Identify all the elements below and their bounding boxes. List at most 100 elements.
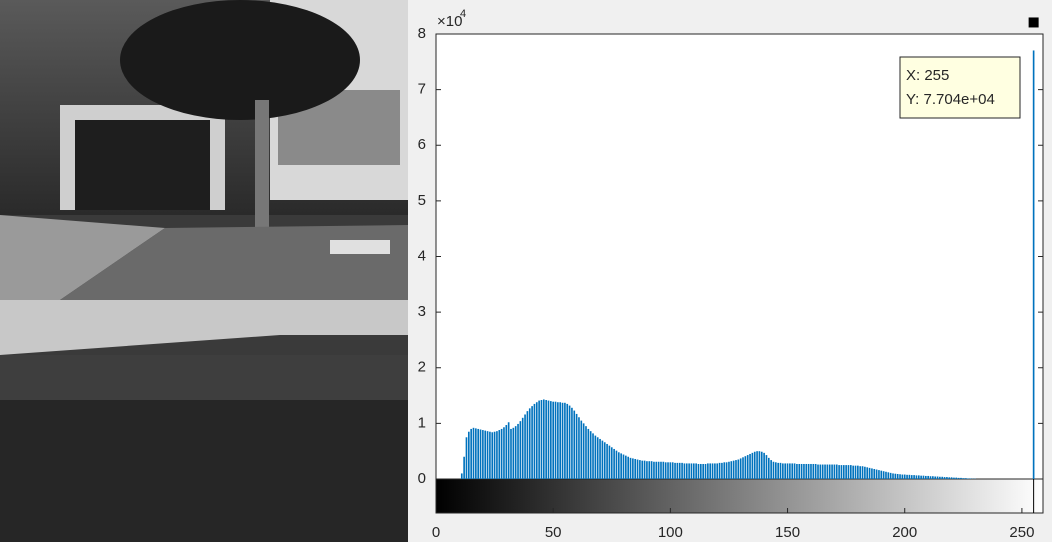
bar [548,401,550,479]
bar [604,442,606,479]
bar [573,411,575,479]
bar [606,444,608,479]
bar [728,462,730,479]
bar [602,441,604,479]
bar [770,460,772,479]
bar [550,401,552,479]
datatip-marker [1029,17,1039,27]
bar [611,447,613,479]
bar [625,456,627,479]
bar [866,467,868,479]
datatip-y: Y: 7.704e+04 [906,91,995,108]
bar [824,465,826,479]
bar [932,476,934,479]
bar [967,478,969,479]
x-tick-label: 100 [658,524,683,541]
bar [592,433,594,479]
bar [712,463,714,479]
bar [491,432,493,479]
bar [862,466,864,479]
bar [934,476,936,479]
bar [578,417,580,479]
bar [859,466,861,479]
bar [541,400,543,479]
bar [477,429,479,479]
bar [787,463,789,479]
bar [897,474,899,479]
bar [590,431,592,479]
bar [501,429,503,479]
bar [829,465,831,479]
y-tick-label: 3 [418,303,426,320]
bar [836,465,838,479]
figure: ×10 4 X: 255 Y: 7.704e+04 01234567805010… [0,0,1052,542]
bar [763,453,765,479]
bar [773,462,775,479]
bar [759,451,761,479]
bar [913,475,915,479]
bar [505,425,507,479]
datatip-x: X: 255 [906,67,949,84]
bar [644,461,646,479]
x-tick-label: 200 [892,524,917,541]
bar [691,463,693,479]
bar [730,461,732,479]
bar [895,474,897,479]
bar [955,478,957,479]
bar [834,465,836,479]
bar [831,465,833,479]
bar [946,477,948,479]
bar [641,461,643,479]
bar [576,414,578,479]
bar [503,427,505,479]
bar [679,463,681,479]
bar [475,428,477,479]
bar [655,462,657,479]
bar [796,464,798,479]
bar [466,437,468,479]
bar [899,474,901,479]
bar [531,406,533,479]
bar [529,408,531,479]
bar [784,463,786,479]
bar [489,432,491,479]
bar [487,431,489,479]
datatip: X: 255 Y: 7.704e+04 [900,57,1020,118]
bar [555,402,557,479]
photo [0,0,408,542]
bar [754,452,756,479]
bar [735,460,737,479]
y-multiplier-exponent: 4 [460,8,466,20]
bar [651,461,653,479]
bar [684,463,686,479]
bar [562,403,564,479]
bar [850,465,852,479]
bar [1033,50,1035,479]
bar [515,426,517,479]
bar [808,464,810,479]
colorbar [436,479,1043,513]
bar [864,467,866,479]
bar [700,464,702,479]
bar [878,470,880,479]
bar [480,429,482,479]
bar [693,463,695,479]
bar [749,454,751,479]
bar [536,402,538,479]
bar [695,463,697,479]
bar [766,455,768,479]
y-tick-label: 8 [418,25,426,42]
page: {"chart_data": {"type": "bar", "color": … [0,0,1052,542]
x-tick-label: 150 [775,524,800,541]
bar [632,458,634,479]
bar [585,426,587,479]
bar [716,463,718,479]
bar [663,462,665,479]
bar [545,400,547,479]
bar [756,451,758,479]
bar [798,464,800,479]
bar [723,462,725,479]
bar [817,465,819,479]
bar [677,463,679,479]
bar [747,455,749,479]
